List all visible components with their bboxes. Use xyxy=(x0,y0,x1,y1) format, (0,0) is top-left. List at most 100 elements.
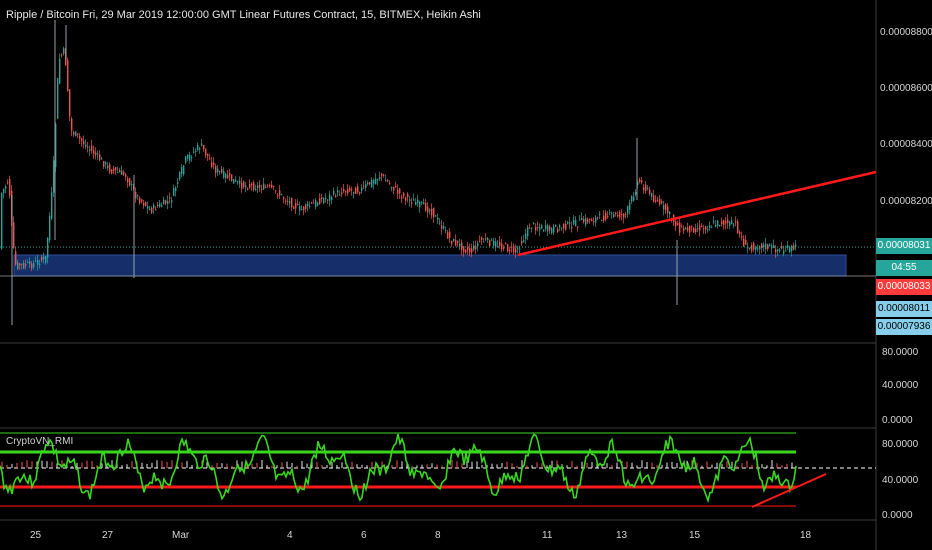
candle-body xyxy=(225,173,227,179)
candle-body xyxy=(597,217,599,219)
time-tick-6: 8 xyxy=(435,530,441,541)
rmi-line[interactable] xyxy=(0,433,797,504)
candlestick-series[interactable] xyxy=(1,20,797,325)
candle-body xyxy=(327,199,329,201)
candle-body xyxy=(289,201,291,204)
candle-body xyxy=(75,131,77,137)
mid-tick-2: 40.0000 xyxy=(882,380,919,391)
candle-body xyxy=(525,233,527,239)
candle-body xyxy=(207,153,209,157)
candle-body xyxy=(197,144,199,150)
price-tick-3: 0.00008400 xyxy=(880,139,932,150)
candle-body xyxy=(505,243,507,245)
candle-body xyxy=(517,248,519,250)
time-tick-9: 15 xyxy=(689,530,701,541)
candle-body xyxy=(437,217,439,220)
candle-body xyxy=(3,188,5,194)
candle-body xyxy=(317,202,319,206)
candle-body xyxy=(237,181,239,183)
candle-body xyxy=(577,226,579,228)
candle-body xyxy=(475,245,477,250)
candle-body xyxy=(109,164,111,172)
candle-body xyxy=(483,241,485,243)
candle-body xyxy=(339,194,341,196)
candle-body xyxy=(539,227,541,231)
candle-body xyxy=(281,194,283,196)
candle-body xyxy=(635,191,637,195)
candle-body xyxy=(435,215,437,217)
candle-body xyxy=(735,221,737,223)
price-tick-2: 0.00008600 xyxy=(880,83,932,94)
candle-body xyxy=(791,246,793,252)
candle-body xyxy=(519,248,521,250)
candle-body xyxy=(579,219,581,221)
candle-body xyxy=(313,202,315,204)
candle-body xyxy=(421,202,423,204)
candle-body xyxy=(749,247,751,249)
time-axis[interactable]: 25 27 Mar 4 6 8 11 13 15 18 xyxy=(30,530,812,541)
candle-body xyxy=(549,226,551,231)
candle-body xyxy=(721,221,723,225)
rmi-trend-line[interactable] xyxy=(751,473,827,508)
candle-body xyxy=(243,181,245,187)
candle-body xyxy=(379,177,381,180)
candle-body xyxy=(387,180,389,182)
candle-body xyxy=(139,197,141,203)
candle-body xyxy=(61,54,63,56)
candle-body xyxy=(495,241,497,247)
candle-body xyxy=(761,243,763,249)
candle-body xyxy=(249,184,251,188)
candle-body xyxy=(13,222,15,248)
candle-body xyxy=(607,216,609,218)
candle-body xyxy=(409,199,411,202)
candle-body xyxy=(727,219,729,224)
candle-body xyxy=(373,180,375,184)
candle-body xyxy=(789,246,791,253)
candle-body xyxy=(95,152,97,156)
indicator-label[interactable]: CryptoVN_RMI xyxy=(6,436,74,447)
candle-body xyxy=(699,225,701,231)
rmi-axis[interactable]: 80.0000 40.0000 0.0000 xyxy=(882,439,919,521)
candle-body xyxy=(571,226,573,229)
candle-body xyxy=(45,256,47,263)
candle-body xyxy=(129,178,131,186)
candle-body xyxy=(185,156,187,163)
time-tick-1: 25 xyxy=(30,530,42,541)
candle-body xyxy=(707,229,709,231)
candle-body xyxy=(247,188,249,190)
candle-body xyxy=(79,136,81,139)
candle-body xyxy=(169,197,171,199)
candle-body xyxy=(457,240,459,243)
support-zone[interactable] xyxy=(13,254,847,277)
candle-body xyxy=(509,249,511,252)
candle-body xyxy=(661,201,663,204)
candle-body xyxy=(417,199,419,204)
candle-body xyxy=(757,248,759,250)
price-axis[interactable]: 0.00008800 0.00008600 0.00008400 0.00008… xyxy=(880,27,932,207)
trend-line[interactable] xyxy=(517,170,877,257)
candle-body xyxy=(581,218,583,221)
candle-body xyxy=(583,218,585,222)
candle-body xyxy=(667,206,669,214)
candle-body xyxy=(489,240,491,247)
countdown-badge: 04:55 xyxy=(876,260,932,276)
candle-body xyxy=(153,204,155,209)
last-price-badge: 0.00008031 xyxy=(876,238,932,254)
candle-body xyxy=(361,187,363,191)
candle-body xyxy=(297,204,299,206)
candle-body xyxy=(227,175,229,179)
candle-body xyxy=(93,150,95,155)
candle-body xyxy=(287,201,289,203)
mid-axis[interactable]: 80.0000 40.0000 0.0000 xyxy=(882,347,919,426)
candle-body xyxy=(331,197,333,200)
candle-body xyxy=(341,192,343,195)
candle-body xyxy=(157,204,159,207)
mid-tick-1: 80.0000 xyxy=(882,347,919,358)
alert-price-badge: 0.00008033 xyxy=(876,279,932,295)
candle-body xyxy=(63,48,65,54)
candle-body xyxy=(501,243,503,250)
candle-body xyxy=(391,187,393,189)
candle-body xyxy=(439,222,441,224)
candle-body xyxy=(521,240,523,244)
